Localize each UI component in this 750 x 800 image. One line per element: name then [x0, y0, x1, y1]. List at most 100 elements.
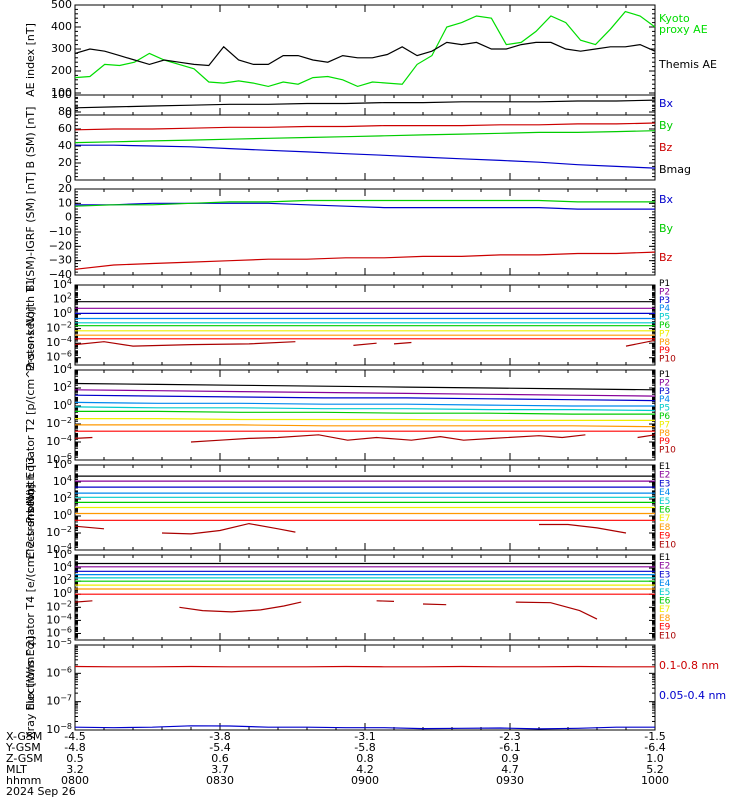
legend-p5: P5	[659, 404, 670, 414]
legend-bz: Bz	[659, 251, 673, 264]
legend-p4: P4	[659, 304, 670, 314]
legend-e9: E9	[659, 623, 671, 633]
y-tick-label: 10−2	[46, 599, 72, 614]
legend-p9: P9	[659, 437, 670, 447]
series-e10-segment	[376, 600, 395, 602]
y-tick-label: 100	[51, 88, 72, 101]
panel-frame	[74, 644, 656, 731]
y-tick-label: 10	[58, 196, 72, 209]
y-axis-label: AE index [nT]	[24, 23, 37, 97]
series-0-05-0-4-nm-line	[74, 725, 655, 730]
y-tick-label: 10−7	[46, 693, 72, 708]
legend-p2: P2	[659, 287, 670, 297]
y-tick-label: 20	[58, 182, 72, 195]
series-by-line	[74, 199, 655, 207]
legend-p8: P8	[659, 429, 670, 439]
series-p10-segment	[625, 339, 656, 347]
y-tick-label: 40	[58, 139, 72, 152]
legend-e7: E7	[659, 514, 670, 524]
y-tick-label: 102	[53, 491, 72, 506]
y-tick-label: 104	[53, 277, 72, 292]
legend-bx: Bx	[659, 193, 674, 206]
series-p10-segment	[74, 436, 93, 439]
legend-e1: E1	[659, 462, 670, 472]
y-tick-label: 104	[53, 474, 72, 489]
legend-p3: P3	[659, 387, 670, 397]
series-by-line	[74, 130, 656, 144]
y-tick-label: 10−4	[46, 542, 72, 557]
legend-e3: E3	[659, 479, 670, 489]
y-tick-label: 60	[58, 122, 72, 135]
panel-frame	[74, 284, 656, 366]
y-tick-label: 400	[51, 20, 72, 33]
y-tick-label: 10−6	[46, 452, 72, 467]
legend-bz: Bz	[659, 141, 673, 154]
legend-e1: E1	[659, 553, 670, 563]
y-tick-label: 10−2	[46, 320, 72, 335]
legend-p4: P4	[659, 395, 670, 405]
panel-1: 500 400 300 200 100 0 AE index [nT] Kyotoproxy …	[24, 0, 717, 121]
series-p1-line	[74, 382, 656, 391]
legend-by: By	[659, 119, 674, 132]
y-tick-label: 106	[53, 457, 72, 472]
panel-frame	[74, 94, 656, 181]
panel-frame	[74, 554, 656, 641]
legend-e10: E10	[659, 540, 676, 550]
series-p7-line	[75, 418, 655, 421]
y-tick-label: 106	[53, 547, 72, 562]
y-tick-label: 200	[51, 64, 72, 77]
legend-p5: P5	[659, 313, 670, 323]
y-tick-label: 0	[65, 211, 72, 224]
series-e10-segment	[74, 600, 93, 603]
legend-p10: P10	[659, 355, 676, 365]
y-axis-label: B (SM) [nT]	[24, 107, 37, 169]
y-tick-label: 102	[53, 380, 72, 395]
series-p10-segment	[353, 342, 377, 346]
legend-0-1-0-8-nm: 0.1-0.8 nm	[659, 659, 719, 672]
legend-p7: P7	[659, 329, 670, 339]
y-tick-label: 100	[53, 306, 72, 321]
panel-6: 106 104 102 100 10−2 10−4 Electrons North T3 E1…	[24, 456, 676, 558]
series-kyoto-proxy-ae-line	[74, 10, 656, 88]
legend-p6: P6	[659, 321, 670, 331]
y-tick-label: 10−6	[46, 349, 72, 364]
y-tick-label: 10−8	[46, 722, 72, 737]
y-tick-label: 10−6	[46, 665, 72, 680]
legend-p1: P1	[659, 370, 670, 380]
legend-themis-ae: Themis AE	[658, 58, 717, 71]
y-tick-label: 10−4	[46, 434, 72, 449]
legend-e4: E4	[659, 579, 671, 589]
y-tick-label: 100	[51, 86, 72, 99]
series-p5-line	[74, 406, 656, 412]
legend-e6: E6	[659, 506, 671, 516]
legend-p9: P9	[659, 346, 670, 356]
series-e10-segment	[74, 525, 105, 530]
legend-e8: E8	[659, 614, 671, 624]
legend-e2: E2	[659, 562, 670, 572]
legend-e6: E6	[659, 597, 671, 607]
series-e10-segment	[515, 601, 598, 620]
panel-frame	[74, 369, 656, 461]
y-tick-label: 0	[65, 108, 72, 121]
y-tick-label: 0	[65, 173, 72, 186]
series-p10-segment	[74, 341, 296, 347]
y-tick-label: 10−5	[46, 637, 72, 652]
y-tick-label: 104	[53, 560, 72, 575]
y-tick-label: 80	[58, 105, 72, 118]
legend-e7: E7	[659, 605, 670, 615]
legend-p7: P7	[659, 420, 670, 430]
legend-kyoto-proxy-ae-line2: proxy AE	[659, 23, 708, 36]
series-e10-segment	[539, 523, 627, 534]
series-bmag-line	[74, 99, 656, 109]
y-tick-label: 100	[53, 586, 72, 601]
legend-e3: E3	[659, 570, 670, 580]
series-e10-segment	[179, 601, 302, 613]
series-p10-segment	[190, 434, 586, 443]
y-axis-label: Protons Equator T2 [p/(cm^2-s-sr-keV)]	[24, 307, 37, 524]
series-bz-line	[74, 251, 656, 270]
legend-e10: E10	[659, 631, 676, 641]
y-axis-label: Xray flux [W/m^2]	[24, 636, 37, 739]
